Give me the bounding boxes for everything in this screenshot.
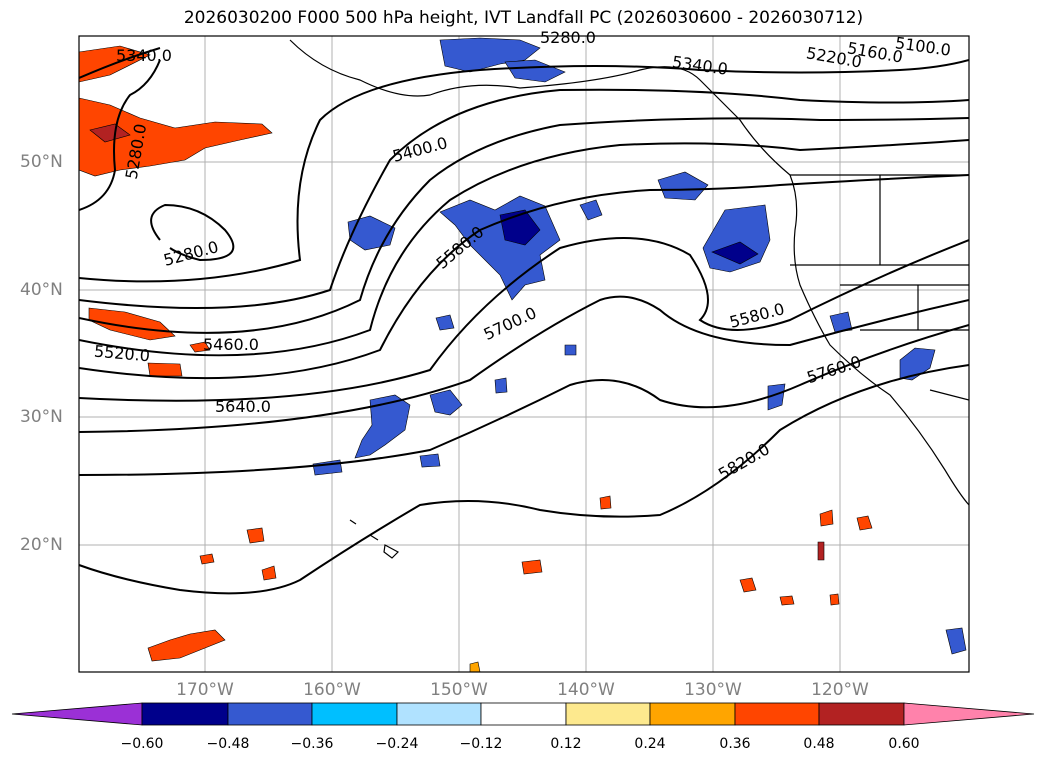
ivt-positive-region (599, 495, 612, 510)
colorbar-tick: −0.12 (459, 736, 503, 752)
lat-label-40n: 40°N (20, 280, 63, 300)
colorbar (11, 702, 1035, 726)
lon-label-150w: 150°W (430, 680, 488, 700)
contour-line (79, 139, 969, 357)
contour-line (79, 117, 969, 334)
colorbar-bin (565, 702, 651, 726)
ivt-positive-region (147, 362, 183, 377)
lat-label-50n: 50°N (20, 152, 63, 172)
ivt-negative-region (435, 314, 455, 331)
ivt-positive-region (819, 509, 834, 527)
ivt-positive-region (147, 629, 226, 662)
hawaii (349, 519, 399, 559)
ivt-positive-region (246, 527, 265, 544)
colorbar-bin (311, 702, 398, 726)
ivt-positive-region (89, 123, 131, 143)
contour-line (79, 88, 969, 309)
colorbar-bin (649, 702, 736, 726)
colorbar-tick: 0.48 (803, 736, 835, 752)
colorbar-bin (141, 702, 229, 726)
map-title: 2026030200 F000 500 hPa height, IVT Land… (183, 8, 864, 28)
ivt-positive-region (79, 97, 273, 177)
contour-line (79, 59, 969, 283)
ivt-negative-region (711, 241, 759, 265)
ivt-negative-region (494, 377, 508, 394)
colorbar-extend-low (11, 702, 143, 726)
ivt-positive-region (88, 307, 176, 341)
colorbar-bin (396, 702, 482, 726)
ivt-positive-region (779, 595, 795, 606)
colorbar-tick: −0.36 (290, 736, 334, 752)
colorbar-tick: −0.24 (375, 736, 419, 752)
coastlines (289, 39, 969, 559)
ivt-positive-region (261, 565, 277, 581)
ivt-negative-region (829, 311, 853, 333)
contour-line (79, 237, 969, 402)
ivt-negative-region (564, 344, 577, 356)
colorbar-bin (818, 702, 905, 726)
lat-label-20n: 20°N (20, 535, 63, 555)
colorbar-tick: 0.36 (719, 736, 751, 752)
contour-label: 5280.0 (540, 28, 596, 47)
ivt-positive-region (817, 541, 825, 561)
contour-line (79, 324, 969, 476)
contour-line (79, 364, 969, 595)
colorbar-tick: 0.60 (888, 736, 920, 752)
contour-label: 5640.0 (215, 397, 271, 416)
ivt-positive-region (189, 341, 211, 353)
ivt-negative-region (429, 389, 463, 416)
lat-label-30n: 30°N (20, 407, 63, 427)
colorbar-tick: 0.12 (550, 736, 582, 752)
colorbar-tick: −0.60 (120, 736, 164, 752)
contour-line (79, 59, 161, 211)
contour-line (79, 295, 969, 433)
ivt-shading (79, 37, 967, 672)
ivt-positive-region (856, 515, 873, 531)
ivt-negative-region (767, 383, 786, 411)
alaska-coast (289, 39, 969, 506)
lon-label-170w: 170°W (176, 680, 234, 700)
lon-label-160w: 160°W (303, 680, 361, 700)
lon-label-140w: 140°W (557, 680, 615, 700)
lon-label-120w: 120°W (811, 680, 869, 700)
ivt-negative-region (439, 37, 541, 73)
ivt-positive-region (469, 661, 481, 672)
state-borders (790, 175, 969, 401)
contour-label: 5340.0 (116, 46, 172, 65)
ivt-negative-region (419, 453, 441, 468)
ivt-negative-region (579, 199, 603, 221)
height-contours (79, 47, 969, 595)
colorbar-extend-high (903, 702, 1035, 726)
contour-line (150, 203, 235, 262)
ivt-positive-region (829, 593, 840, 606)
ivt-negative-region (945, 627, 967, 655)
colorbar-bin (734, 702, 820, 726)
ivt-positive-region (521, 559, 543, 575)
ivt-negative-region (504, 59, 566, 83)
colorbar-bin (227, 702, 313, 726)
lon-label-130w: 130°W (684, 680, 742, 700)
colorbar-tick: −0.48 (206, 736, 250, 752)
colorbar-bin (480, 702, 567, 726)
contour-label: 5460.0 (203, 335, 259, 354)
colorbar-tick: 0.24 (634, 736, 666, 752)
ivt-positive-region (739, 577, 757, 593)
contour-line (79, 174, 969, 380)
map-frame (78, 35, 970, 673)
ivt-negative-region (657, 171, 709, 201)
ivt-negative-region (312, 459, 343, 476)
contour-line (79, 47, 161, 79)
ivt-positive-region (199, 553, 215, 565)
